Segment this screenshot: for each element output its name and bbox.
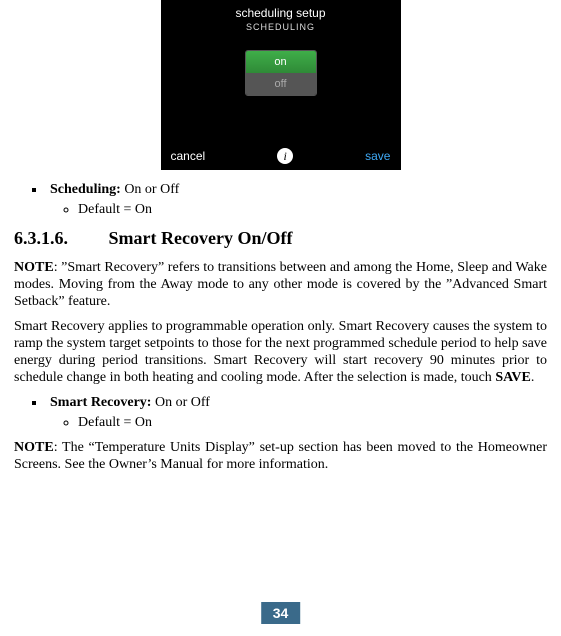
scheduling-lead: Scheduling: <box>50 182 121 197</box>
device-footer: cancel i save <box>161 142 401 170</box>
scheduling-sub-bullet: Default = On <box>78 202 547 218</box>
smart-recovery-bullet: Smart Recovery: On or Off Default = On <box>46 395 547 431</box>
scheduling-bullet: Scheduling: On or Off Default = On <box>46 182 547 218</box>
device-figure-wrap: scheduling setup SCHEDULING on off cance… <box>14 0 547 170</box>
scheduling-bullet-list: Scheduling: On or Off Default = On <box>14 182 547 218</box>
note2-lead: NOTE <box>14 440 54 455</box>
thermostat-screenshot: scheduling setup SCHEDULING on off cance… <box>161 0 401 170</box>
page: scheduling setup SCHEDULING on off cance… <box>0 0 561 636</box>
section-heading: 6.3.1.6. Smart Recovery On/Off <box>14 228 547 249</box>
smart-recovery-sub-list: Default = On <box>50 415 547 431</box>
note1-lead: NOTE <box>14 260 54 275</box>
smart-recovery-lead: Smart Recovery: <box>50 395 151 410</box>
note2-body: : The “Temperature Units Display” set-up… <box>14 440 547 472</box>
toggle-control: on off <box>245 50 317 96</box>
smart-recovery-sub-bullet: Default = On <box>78 415 547 431</box>
scheduling-rest: On or Off <box>121 182 179 197</box>
para1-body: Smart Recovery applies to programmable o… <box>14 319 547 385</box>
note-1: NOTE: ”Smart Recovery” refers to transit… <box>14 259 547 310</box>
smart-recovery-rest: On or Off <box>151 395 209 410</box>
section-title: Smart Recovery On/Off <box>109 228 293 248</box>
smart-recovery-bullet-list: Smart Recovery: On or Off Default = On <box>14 395 547 431</box>
note1-body: : ”Smart Recovery” refers to transitions… <box>14 260 547 309</box>
section-number: 6.3.1.6. <box>14 228 104 249</box>
toggle-off-option[interactable]: off <box>246 73 316 95</box>
device-title: scheduling setup <box>161 0 401 20</box>
paragraph-1: Smart Recovery applies to programmable o… <box>14 318 547 386</box>
page-number-badge: 34 <box>261 602 301 624</box>
note-2: NOTE: The “Temperature Units Display” se… <box>14 439 547 473</box>
para1-tail: . <box>531 370 535 385</box>
para1-save-bold: SAVE <box>495 370 531 385</box>
scheduling-sub-list: Default = On <box>50 202 547 218</box>
save-button[interactable]: save <box>365 149 390 163</box>
cancel-button[interactable]: cancel <box>171 149 206 163</box>
info-icon[interactable]: i <box>277 148 293 164</box>
device-subtitle: SCHEDULING <box>161 20 401 32</box>
toggle-on-option[interactable]: on <box>246 51 316 73</box>
